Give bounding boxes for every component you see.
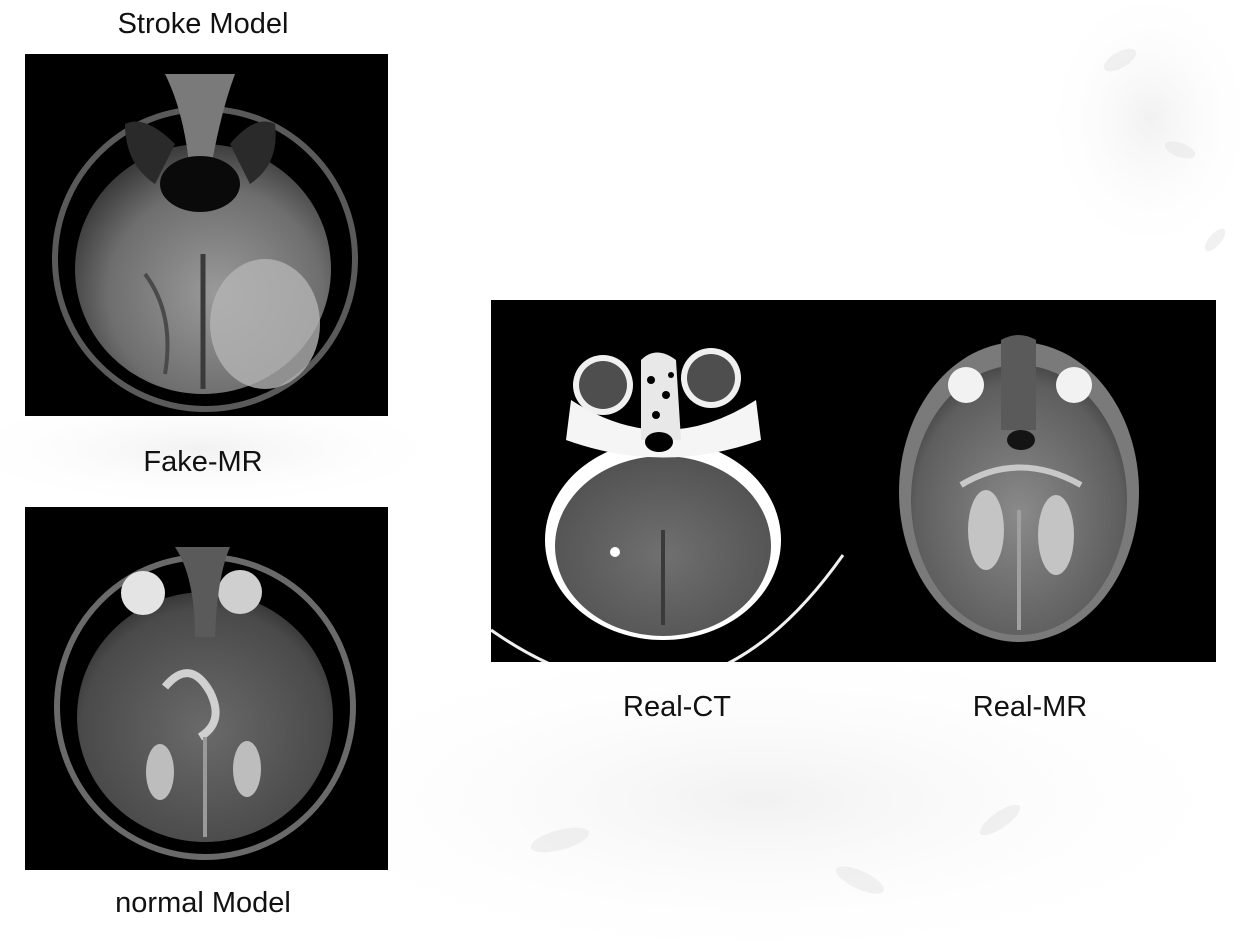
real-ct-head — [545, 348, 781, 640]
stroke-model-caption: Stroke Model — [117, 8, 289, 40]
normal-model-caption: normal Model — [115, 887, 291, 919]
real-mr-head — [899, 335, 1139, 642]
fake-mr-caption: Fake-MR — [143, 446, 263, 478]
normal-model-brain-drawing — [54, 547, 356, 860]
stroke-model-scan-image — [25, 54, 388, 416]
real-ct-mr-panel — [491, 300, 1216, 662]
real-scans-drawing — [491, 335, 1139, 662]
normal-model-scan-image — [25, 507, 388, 870]
real-ct-caption: Real-CT — [623, 691, 731, 723]
real-mr-caption: Real-MR — [972, 691, 1088, 723]
stroke-model-brain-drawing — [52, 74, 358, 412]
